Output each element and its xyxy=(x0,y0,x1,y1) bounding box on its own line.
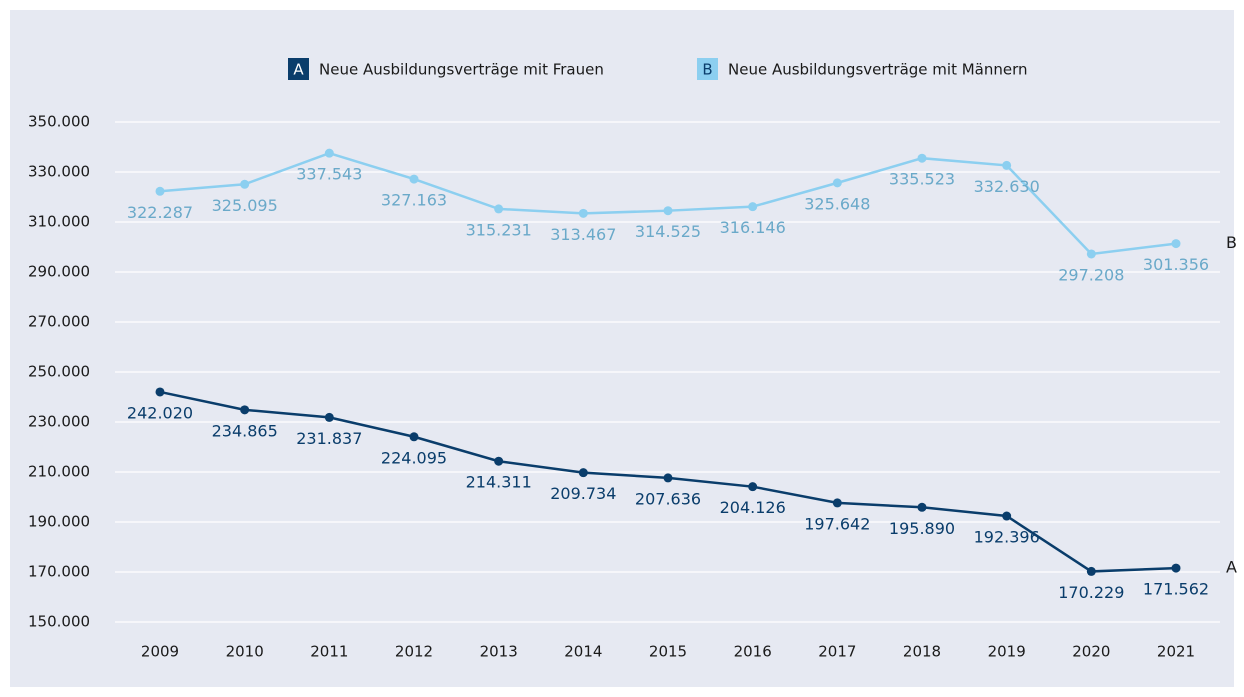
point xyxy=(832,178,842,188)
x-tick-label: 2021 xyxy=(1157,643,1195,661)
x-tick-label: 2015 xyxy=(649,643,687,661)
point xyxy=(663,473,673,483)
value-label: 325.095 xyxy=(212,196,278,215)
value-label: 327.163 xyxy=(381,191,447,210)
y-tick-label: 330.000 xyxy=(28,163,90,181)
x-tick-label: 2009 xyxy=(141,643,179,661)
value-label: 207.636 xyxy=(635,489,701,508)
point xyxy=(494,456,504,466)
point xyxy=(324,148,334,158)
point xyxy=(1171,563,1181,573)
value-label: 337.543 xyxy=(296,165,362,184)
point xyxy=(748,202,758,212)
value-label: 171.562 xyxy=(1143,580,1209,599)
series-end-label: A xyxy=(1226,558,1237,577)
y-tick-label: 350.000 xyxy=(28,113,90,131)
value-label: 192.396 xyxy=(974,528,1040,547)
point xyxy=(155,387,165,397)
point xyxy=(1002,511,1012,521)
value-label: 209.734 xyxy=(550,484,616,503)
point xyxy=(578,468,588,478)
legend-swatch xyxy=(288,58,309,80)
value-label: 325.648 xyxy=(804,194,870,213)
y-tick-label: 230.000 xyxy=(28,413,90,431)
panel xyxy=(10,10,1234,687)
x-tick-label: 2019 xyxy=(988,643,1026,661)
value-label: 195.890 xyxy=(889,519,955,538)
value-label: 314.525 xyxy=(635,222,701,241)
x-tick-label: 2011 xyxy=(310,643,348,661)
value-label: 335.523 xyxy=(889,170,955,189)
point xyxy=(240,405,250,415)
x-tick-label: 2010 xyxy=(226,643,264,661)
x-tick-label: 2013 xyxy=(480,643,518,661)
value-label: 231.837 xyxy=(296,429,362,448)
x-tick-label: 2014 xyxy=(564,643,602,661)
value-label: 214.311 xyxy=(466,473,532,492)
point xyxy=(1086,566,1096,576)
value-label: 234.865 xyxy=(212,421,278,440)
value-label: 224.095 xyxy=(381,448,447,467)
series-end-label: B xyxy=(1226,233,1237,252)
point xyxy=(1086,249,1096,259)
x-tick-label: 2012 xyxy=(395,643,433,661)
value-label: 322.287 xyxy=(127,203,193,222)
point xyxy=(832,498,842,508)
point xyxy=(1171,239,1181,249)
x-tick-label: 2018 xyxy=(903,643,941,661)
y-tick-label: 310.000 xyxy=(28,213,90,231)
point xyxy=(494,204,504,214)
y-tick-label: 190.000 xyxy=(28,513,90,531)
value-label: 197.642 xyxy=(804,514,870,533)
point xyxy=(917,153,927,163)
point xyxy=(578,208,588,218)
value-label: 332.630 xyxy=(974,177,1040,196)
point xyxy=(409,432,419,442)
y-tick-label: 270.000 xyxy=(28,313,90,331)
point xyxy=(324,412,334,422)
legend-swatch xyxy=(697,58,718,80)
y-tick-label: 290.000 xyxy=(28,263,90,281)
value-label: 170.229 xyxy=(1058,583,1124,602)
value-label: 301.356 xyxy=(1143,255,1209,274)
legend-label: Neue Ausbildungsverträge mit Männern xyxy=(728,61,1028,79)
point xyxy=(409,174,419,184)
y-tick-label: 150.000 xyxy=(28,613,90,631)
value-label: 315.231 xyxy=(466,220,532,239)
x-tick-label: 2017 xyxy=(818,643,856,661)
point xyxy=(748,482,758,492)
value-label: 297.208 xyxy=(1058,265,1124,284)
point xyxy=(917,502,927,512)
legend-label: Neue Ausbildungsverträge mit Frauen xyxy=(319,61,604,79)
value-label: 242.020 xyxy=(127,403,193,422)
point xyxy=(663,206,673,216)
point xyxy=(240,179,250,189)
value-label: 316.146 xyxy=(720,218,786,237)
value-label: 313.467 xyxy=(550,225,616,244)
point xyxy=(1002,160,1012,170)
x-tick-label: 2020 xyxy=(1072,643,1110,661)
point xyxy=(155,186,165,196)
x-tick-label: 2016 xyxy=(734,643,772,661)
value-label: 204.126 xyxy=(720,498,786,517)
y-tick-label: 250.000 xyxy=(28,363,90,381)
legend-key: B xyxy=(702,61,712,79)
y-tick-label: 210.000 xyxy=(28,463,90,481)
y-tick-label: 170.000 xyxy=(28,563,90,581)
legend-key: A xyxy=(293,61,304,79)
